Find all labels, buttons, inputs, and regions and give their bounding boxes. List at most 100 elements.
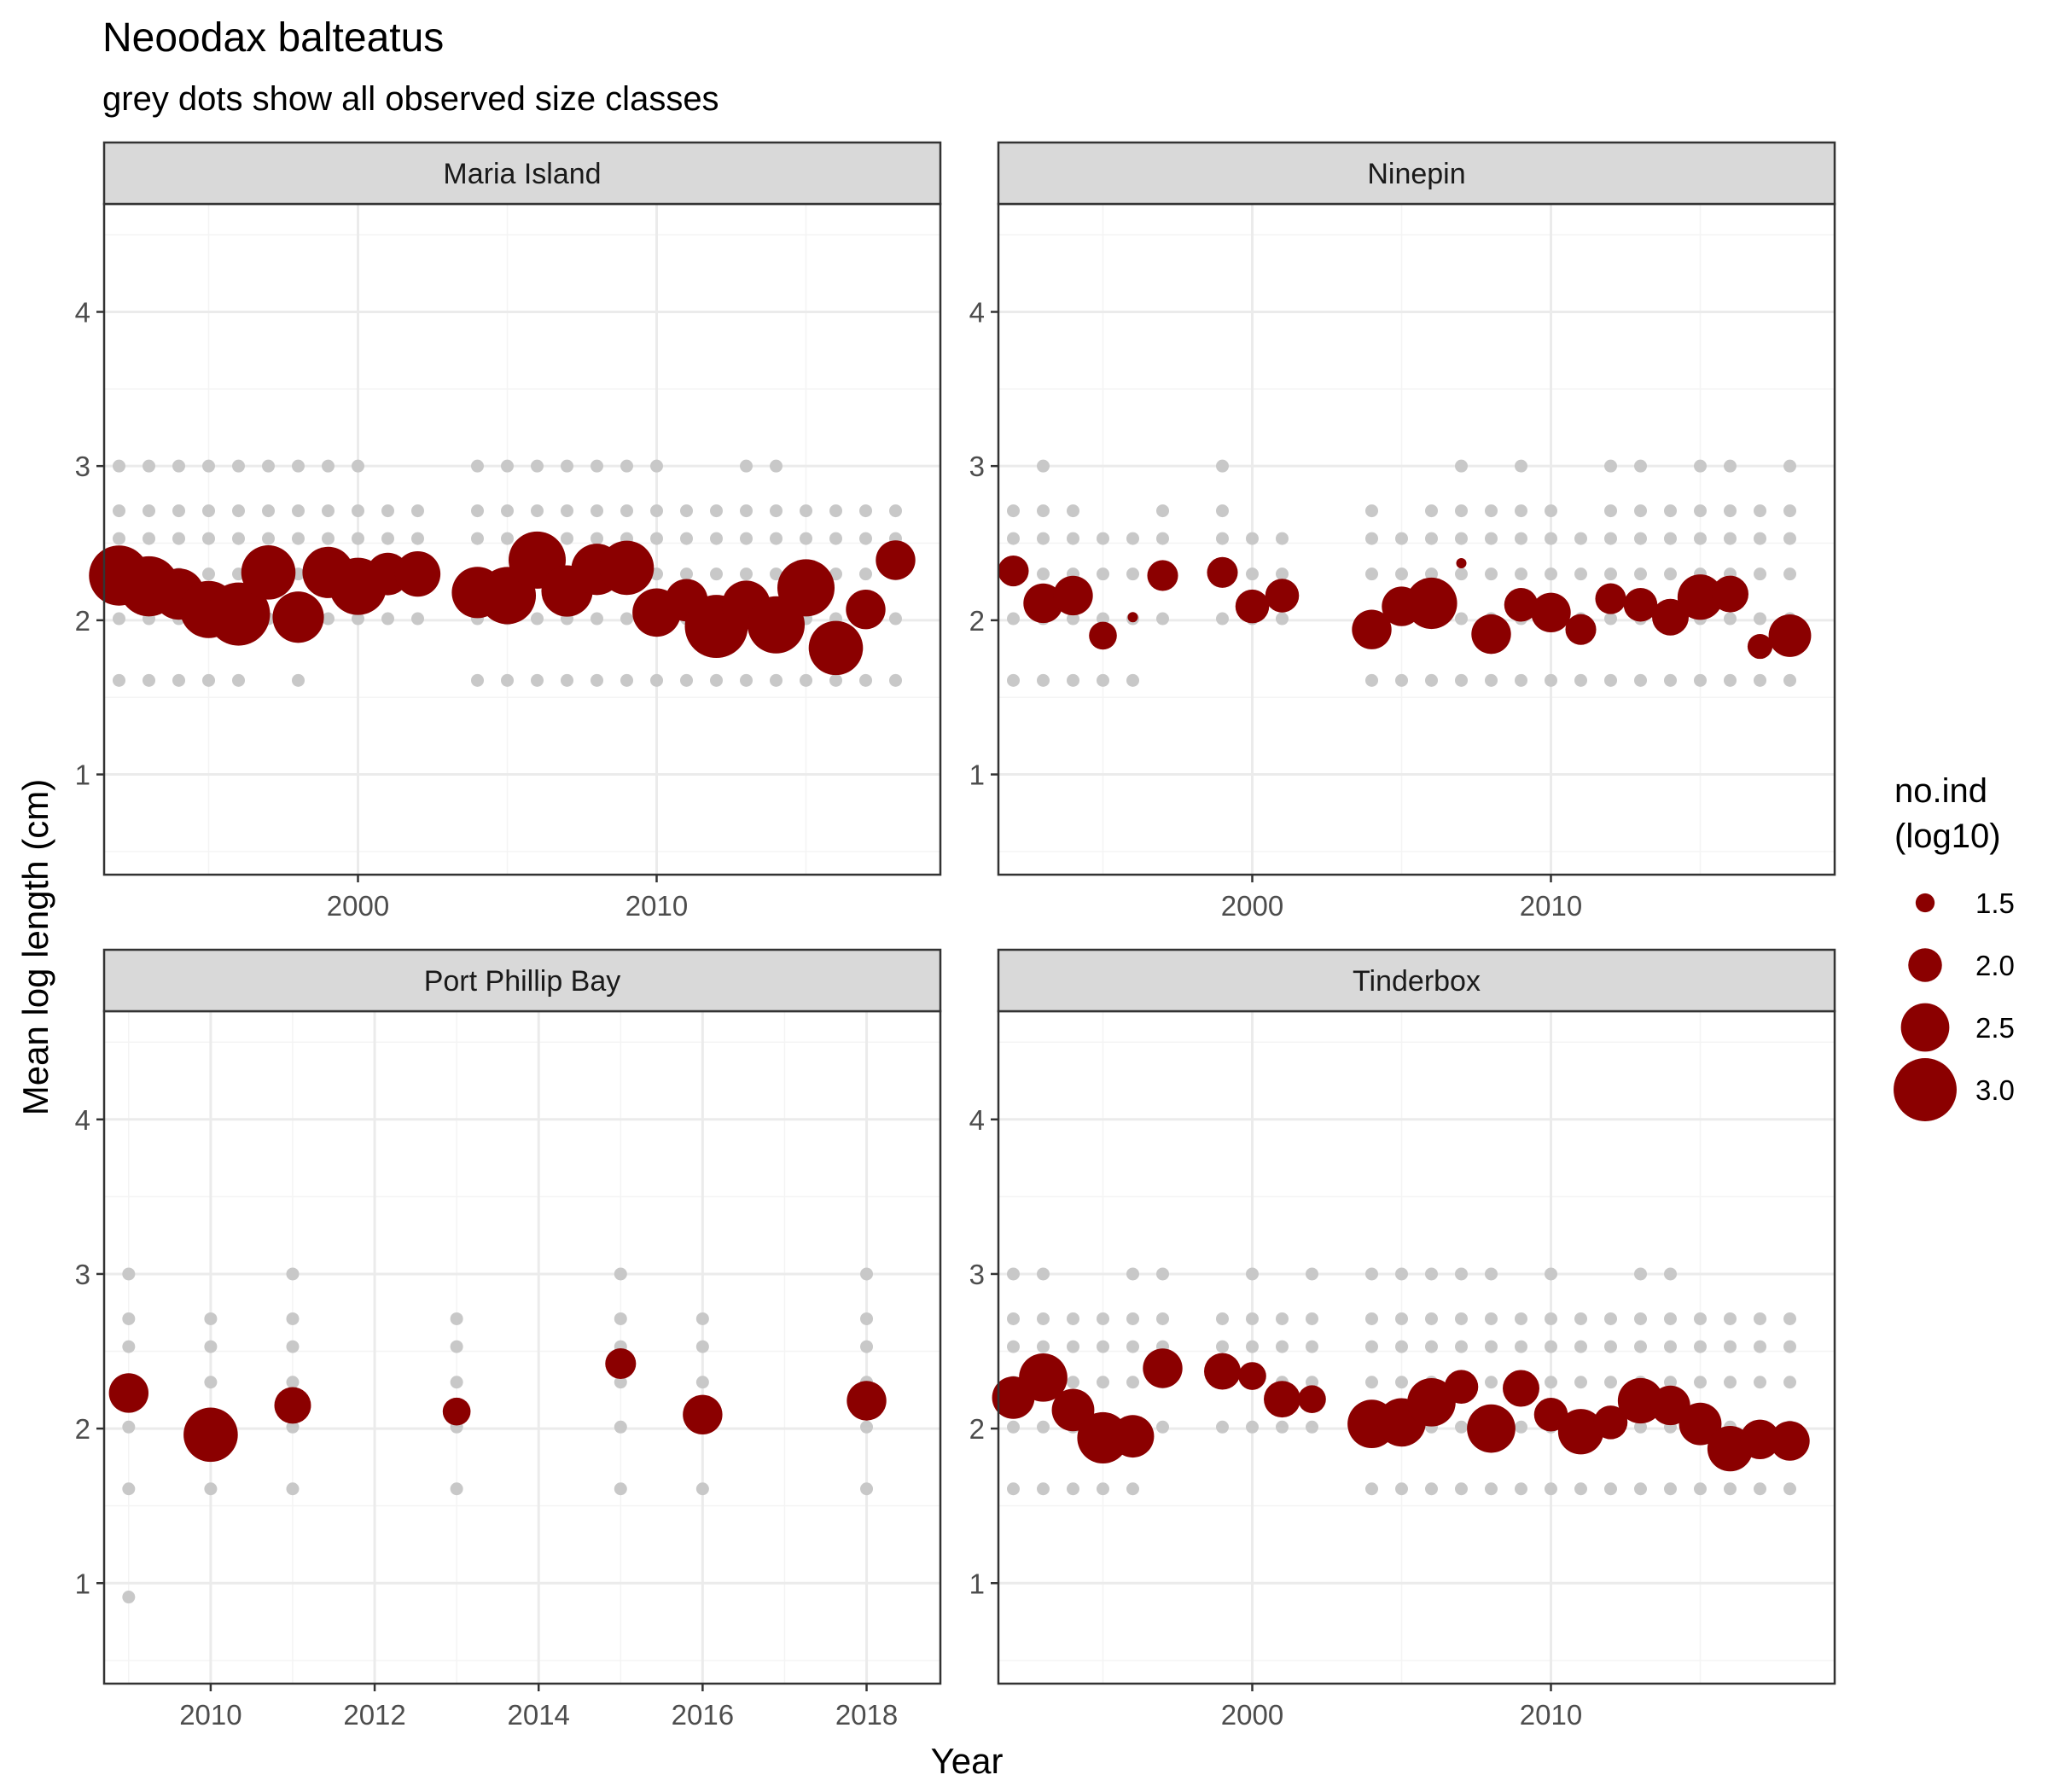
- observed-size-point: [1216, 1340, 1229, 1353]
- observed-size-point: [1037, 532, 1050, 545]
- observed-size-point: [1395, 567, 1408, 581]
- mean-length-point: [1565, 614, 1597, 645]
- observed-size-point: [1395, 1312, 1408, 1325]
- observed-size-point: [1097, 1482, 1109, 1496]
- y-tick-label: 4: [969, 1104, 985, 1136]
- observed-size-point: [1664, 1482, 1677, 1496]
- observed-size-point: [1365, 567, 1378, 581]
- x-tick-label: 2000: [1221, 890, 1283, 922]
- observed-size-point: [1783, 1376, 1796, 1389]
- observed-size-point: [1485, 1267, 1498, 1281]
- observed-size-point: [1634, 567, 1647, 581]
- mean-length-point: [1456, 558, 1467, 569]
- observed-size-point: [1097, 532, 1109, 545]
- observed-size-point: [1037, 567, 1050, 581]
- observed-size-point: [122, 1420, 136, 1434]
- observed-size-point: [1604, 612, 1617, 625]
- mean-length-point: [847, 1381, 887, 1421]
- observed-size-point: [1007, 1482, 1020, 1496]
- mean-length-point: [183, 1407, 238, 1463]
- observed-size-point: [1067, 532, 1079, 545]
- facet-label: Maria Island: [443, 158, 601, 190]
- observed-size-point: [292, 532, 305, 545]
- observed-size-point: [122, 1312, 136, 1325]
- observed-size-point: [614, 1312, 627, 1325]
- mean-length-point: [1265, 579, 1300, 613]
- observed-size-point: [695, 1482, 709, 1496]
- observed-size-point: [1395, 532, 1408, 545]
- observed-size-point: [1783, 459, 1796, 473]
- observed-size-point: [1365, 1340, 1378, 1353]
- y-tick-label: 2: [969, 605, 985, 637]
- mean-length-point: [1467, 1404, 1516, 1453]
- observed-size-point: [1724, 612, 1737, 625]
- observed-size-point: [1485, 1482, 1498, 1496]
- observed-size-point: [561, 459, 573, 473]
- mean-length-point: [876, 540, 916, 580]
- observed-size-point: [1634, 1340, 1647, 1353]
- observed-size-point: [591, 504, 603, 518]
- observed-size-point: [1664, 504, 1677, 518]
- observed-size-point: [695, 1340, 709, 1353]
- observed-size-point: [1634, 673, 1647, 687]
- observed-size-point: [1783, 532, 1796, 545]
- observed-size-point: [591, 532, 603, 545]
- observed-size-point: [1097, 1376, 1109, 1389]
- observed-size-point: [1724, 532, 1737, 545]
- observed-size-point: [531, 459, 544, 473]
- observed-size-point: [1007, 612, 1020, 625]
- observed-size-point: [1634, 459, 1647, 473]
- mean-length-point: [1023, 583, 1063, 624]
- observed-size-point: [1783, 1340, 1796, 1353]
- observed-size-point: [1425, 1267, 1438, 1281]
- facet-label: Port Phillip Bay: [424, 965, 621, 998]
- y-tick-label: 2: [75, 1413, 90, 1445]
- mean-length-point: [1298, 1385, 1326, 1414]
- observed-size-point: [710, 532, 723, 545]
- observed-size-point: [1455, 1267, 1468, 1281]
- observed-size-point: [1395, 673, 1408, 687]
- observed-size-point: [113, 673, 125, 687]
- observed-size-point: [591, 612, 603, 625]
- mean-length-point: [272, 591, 324, 643]
- observed-size-point: [1694, 532, 1707, 545]
- observed-size-point: [1485, 504, 1498, 518]
- legend-label: 2.0: [1975, 950, 2015, 981]
- x-tick-label: 2018: [835, 1699, 898, 1731]
- observed-size-point: [1306, 1340, 1318, 1353]
- observed-size-point: [1664, 1267, 1677, 1281]
- mean-length-point: [1593, 1405, 1628, 1440]
- chart-subtitle: grey dots show all observed size classes: [102, 80, 719, 118]
- observed-size-point: [1634, 1267, 1647, 1281]
- observed-size-point: [322, 612, 335, 625]
- y-tick-label: 2: [969, 1413, 985, 1445]
- observed-size-point: [1067, 1376, 1079, 1389]
- observed-size-point: [352, 504, 364, 518]
- observed-size-point: [860, 1340, 874, 1353]
- observed-size-point: [1455, 459, 1468, 473]
- observed-size-point: [1425, 1482, 1438, 1496]
- observed-size-point: [1515, 1312, 1527, 1325]
- x-tick-label: 2010: [1520, 1699, 1582, 1731]
- observed-size-point: [710, 504, 723, 518]
- observed-size-point: [1724, 673, 1737, 687]
- observed-size-point: [561, 504, 573, 518]
- observed-size-point: [1156, 1267, 1169, 1281]
- observed-size-point: [710, 673, 723, 687]
- observed-size-point: [531, 673, 544, 687]
- observed-size-point: [1455, 1340, 1468, 1353]
- mean-length-point: [108, 1373, 149, 1413]
- observed-size-point: [1067, 1312, 1079, 1325]
- mean-length-point: [846, 590, 886, 630]
- observed-size-point: [614, 1267, 627, 1281]
- observed-size-point: [1604, 504, 1617, 518]
- observed-size-point: [1425, 1312, 1438, 1325]
- observed-size-point: [1754, 612, 1766, 625]
- observed-size-point: [1545, 673, 1557, 687]
- mean-length-point: [1595, 583, 1626, 614]
- observed-size-point: [1156, 504, 1169, 518]
- x-tick-label: 2000: [1221, 1699, 1283, 1731]
- chart-title: Neoodax balteatus: [102, 15, 444, 61]
- observed-size-point: [1395, 1376, 1408, 1389]
- observed-size-point: [1754, 567, 1766, 581]
